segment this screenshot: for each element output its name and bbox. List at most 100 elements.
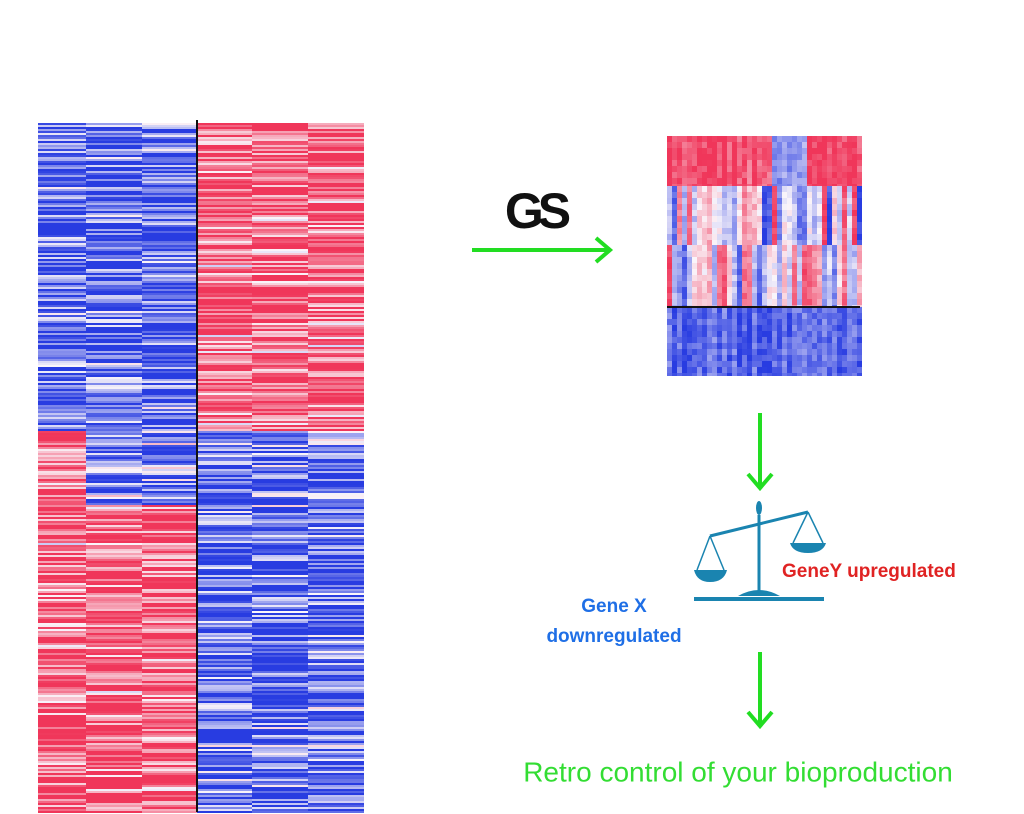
heatmap-cell xyxy=(142,703,197,705)
heatmap-cell xyxy=(142,129,197,131)
heatmap-cell xyxy=(782,337,787,343)
heatmap-cell xyxy=(707,257,712,263)
heatmap-cell xyxy=(86,241,142,243)
heatmap-cell xyxy=(767,287,772,293)
heatmap-cell xyxy=(672,240,677,245)
heatmap-cell xyxy=(86,349,142,351)
heatmap-cell xyxy=(772,240,777,245)
heatmap-cell xyxy=(792,257,797,263)
heatmap-cell xyxy=(792,349,797,355)
heatmap-cell xyxy=(747,319,752,325)
heatmap-cell xyxy=(802,349,807,355)
heatmap-cell xyxy=(757,349,762,355)
heatmap-cell xyxy=(86,509,142,511)
heatmap-cell xyxy=(308,625,364,627)
heatmap-cell xyxy=(197,257,252,259)
heatmap-cell xyxy=(682,178,687,184)
heatmap-cell xyxy=(762,184,767,186)
heatmap-cell xyxy=(692,263,697,269)
heatmap-cell xyxy=(38,743,86,745)
heatmap-cell xyxy=(697,154,702,160)
heatmap-cell xyxy=(197,623,252,625)
heatmap-cell xyxy=(747,210,752,216)
heatmap-cell xyxy=(38,217,86,219)
heatmap-cell xyxy=(817,240,822,245)
heatmap-cell xyxy=(86,649,142,651)
heatmap-cell xyxy=(847,160,852,166)
heatmap-cell xyxy=(86,661,142,663)
heatmap-cell xyxy=(692,222,697,228)
heatmap-cell xyxy=(252,273,308,275)
heatmap-cell xyxy=(252,591,308,593)
heatmap-cell xyxy=(197,265,252,267)
heatmap-cell xyxy=(682,367,687,373)
heatmap-cell xyxy=(252,285,308,287)
heatmap-cell xyxy=(142,623,197,625)
heatmap-cell xyxy=(197,287,252,289)
heatmap-cell xyxy=(252,375,308,377)
heatmap-cell xyxy=(737,307,742,313)
heatmap-cell xyxy=(692,172,697,178)
heatmap-cell xyxy=(252,677,308,679)
heatmap-cell xyxy=(197,619,252,621)
heatmap-cell xyxy=(38,575,86,577)
heatmap-cell xyxy=(792,343,797,349)
heatmap-cell xyxy=(86,715,142,717)
heatmap-cell xyxy=(702,210,707,216)
heatmap-cell xyxy=(86,797,142,799)
heatmap-cell xyxy=(667,136,672,142)
heatmap-cell xyxy=(677,186,682,192)
heatmap-cell xyxy=(86,539,142,541)
heatmap-cell xyxy=(812,263,817,269)
heatmap-cell xyxy=(252,483,308,485)
heatmap-cell xyxy=(787,148,792,154)
heatmap-cell xyxy=(142,495,197,497)
heatmap-cell xyxy=(308,261,364,263)
heatmap-cell xyxy=(38,715,86,717)
heatmap-cell xyxy=(847,299,852,305)
heatmap-cell xyxy=(827,186,832,192)
heatmap-cell xyxy=(86,521,142,523)
heatmap-cell xyxy=(822,307,827,313)
heatmap-cell xyxy=(817,154,822,160)
heatmap-cell xyxy=(308,689,364,691)
heatmap-cell xyxy=(38,197,86,199)
heatmap-cell xyxy=(252,537,308,539)
heatmap-cell xyxy=(197,459,252,461)
heatmap-cell xyxy=(86,697,142,699)
heatmap-cell xyxy=(672,210,677,216)
heatmap-cell xyxy=(802,154,807,160)
heatmap-cell xyxy=(837,216,842,222)
heatmap-cell xyxy=(832,240,837,245)
logo: GS xyxy=(505,183,570,239)
heatmap-cell xyxy=(197,443,252,445)
heatmap-cell xyxy=(308,731,364,733)
heatmap-cell xyxy=(777,361,782,367)
heatmap-cell xyxy=(308,743,364,745)
heatmap-cell xyxy=(767,210,772,216)
heatmap-cell xyxy=(672,373,677,376)
heatmap-cell xyxy=(252,311,308,313)
heatmap-cell xyxy=(702,222,707,228)
heatmap-cell xyxy=(38,387,86,389)
heatmap-cell xyxy=(38,777,86,779)
heatmap-cell xyxy=(197,389,252,391)
heatmap-cell xyxy=(308,515,364,517)
heatmap-cell xyxy=(142,807,197,809)
heatmap-cell xyxy=(86,711,142,713)
heatmap-cell xyxy=(142,131,197,133)
heatmap-cell xyxy=(308,563,364,565)
heatmap-cell xyxy=(142,791,197,793)
heatmap-cell xyxy=(672,287,677,293)
heatmap-cell xyxy=(86,581,142,583)
heatmap-cell xyxy=(722,210,727,216)
heatmap-cell xyxy=(308,779,364,781)
heatmap-cell xyxy=(737,204,742,210)
heatmap-cell xyxy=(747,349,752,355)
heatmap-cell xyxy=(797,307,802,313)
heatmap-cell xyxy=(712,337,717,343)
heatmap-cell xyxy=(797,337,802,343)
heatmap-cell xyxy=(837,172,842,178)
heatmap-cell xyxy=(742,204,747,210)
heatmap-cell xyxy=(767,142,772,148)
